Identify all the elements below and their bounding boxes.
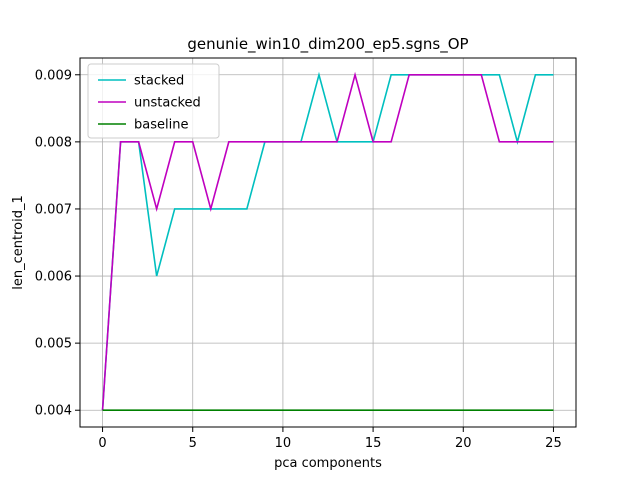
x-tick-label: 20 bbox=[455, 436, 472, 451]
y-tick-label: 0.004 bbox=[35, 404, 72, 419]
plot-frame bbox=[79, 57, 577, 428]
y-tick-label: 0.008 bbox=[35, 135, 72, 150]
chart-title: genunie_win10_dim200_ep5.sgns_OP bbox=[187, 35, 468, 54]
y-tick-label: 0.009 bbox=[35, 68, 72, 83]
series-layer bbox=[101, 71, 554, 412]
tick-layer: 0 5 10 15 20 25 0.004 0.005 0.006 0.007 0.008 0.009 bbox=[35, 68, 562, 451]
series-line-unstacked bbox=[101, 71, 554, 411]
y-tick-label: 0.005 bbox=[35, 337, 72, 352]
legend-label-stacked: stacked bbox=[134, 74, 184, 89]
y-tick-label: 0.007 bbox=[35, 202, 72, 217]
x-tick-label: 0 bbox=[98, 436, 106, 451]
legend-label-unstacked: unstacked bbox=[134, 96, 201, 111]
legend-label-baseline: baseline bbox=[134, 118, 188, 133]
legend: stacked unstacked baseline bbox=[87, 63, 220, 139]
legend-box bbox=[87, 63, 220, 139]
y-axis-label: len_centroid_1 bbox=[11, 195, 26, 289]
x-tick-label: 15 bbox=[365, 436, 382, 451]
x-axis-label: pca components bbox=[274, 456, 382, 471]
x-tick-label: 5 bbox=[189, 436, 197, 451]
x-tick-label: 10 bbox=[275, 436, 292, 451]
y-tick-label: 0.006 bbox=[35, 270, 72, 285]
x-tick-label: 25 bbox=[545, 436, 562, 451]
